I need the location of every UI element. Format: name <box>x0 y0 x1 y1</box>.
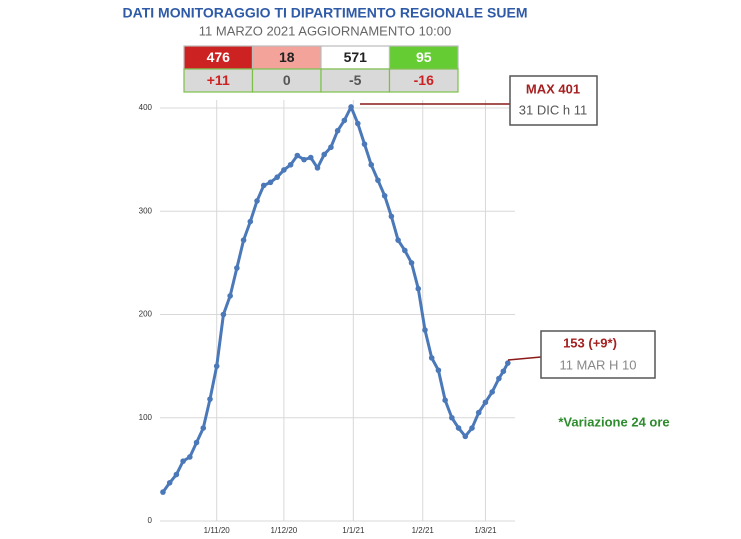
table-value: 18 <box>279 49 295 65</box>
data-point <box>442 397 448 403</box>
plot-area: 0 100 200 300 400 1/11/20 1/12/20 1/1/21 1/2/21 1… <box>139 100 515 535</box>
data-point <box>428 355 435 361</box>
data-point <box>469 425 475 431</box>
data-point <box>173 471 180 478</box>
data-point <box>334 127 341 134</box>
data-point <box>408 260 415 266</box>
last-box <box>540 330 656 379</box>
last-date: 11 MAR H 10 <box>559 357 636 372</box>
data-point <box>388 213 395 220</box>
table-value: 476 <box>207 49 231 65</box>
data-point <box>260 182 267 189</box>
data-point <box>381 192 388 199</box>
data-point <box>500 368 507 375</box>
data-point <box>307 154 314 161</box>
y-tick-label: 0 <box>148 516 153 525</box>
x-tick-label: 1/11/20 <box>204 526 231 535</box>
max-box <box>509 75 598 126</box>
max-date: 31 DIC h 11 <box>519 102 587 117</box>
table-value: 95 <box>416 49 432 65</box>
data-point <box>247 218 254 225</box>
data-point <box>207 396 213 402</box>
data-point <box>200 425 207 431</box>
data-point <box>455 425 462 431</box>
data-point <box>321 151 328 158</box>
data-point <box>348 104 354 110</box>
data-point <box>328 144 334 151</box>
data-point <box>294 152 301 159</box>
note: *Variazione 24 ore <box>558 414 669 429</box>
x-tick-label: 1/3/21 <box>474 526 497 535</box>
data-point <box>496 375 502 382</box>
table-value: 0 <box>283 72 291 88</box>
data-point <box>395 237 401 243</box>
data-point <box>361 141 368 147</box>
last-label: 153 (+9*) <box>563 335 617 350</box>
chart-title: DATI MONITORAGGIO TI DIPARTIMENTO REGION… <box>123 5 528 21</box>
data-point <box>213 363 220 369</box>
data-point <box>449 414 455 421</box>
data-point <box>227 293 233 299</box>
data-point <box>254 198 260 204</box>
data-point <box>422 327 428 333</box>
x-tick-label: 1/1/21 <box>342 526 365 535</box>
table-value: -5 <box>349 72 362 88</box>
data-point <box>267 179 274 186</box>
data-point <box>475 409 482 416</box>
x-tick-label: 1/2/21 <box>412 526 435 535</box>
summary-table: 476 18 571 95 +11 0 -5 -16 <box>183 45 459 93</box>
data-point <box>402 247 408 254</box>
data-point <box>240 237 247 243</box>
y-tick-label: 100 <box>139 413 153 422</box>
y-tick-label: 200 <box>139 310 153 319</box>
data-point <box>281 167 287 173</box>
data-point <box>415 285 422 292</box>
data-point <box>287 161 294 168</box>
data-point <box>220 311 227 318</box>
data-point <box>341 117 348 124</box>
data-point <box>368 161 375 168</box>
series-line <box>161 105 510 493</box>
data-point <box>505 360 511 366</box>
data-point <box>234 265 240 271</box>
y-tick-label: 300 <box>139 206 153 215</box>
x-tick-label: 1/12/20 <box>271 526 298 535</box>
data-point <box>482 399 489 406</box>
data-point <box>187 454 193 460</box>
data-point <box>354 120 361 127</box>
data-point <box>462 433 469 440</box>
data-point <box>375 177 381 184</box>
table-cell <box>388 68 459 93</box>
data-point <box>193 439 200 446</box>
last-connector <box>507 356 542 361</box>
table-value: -16 <box>414 72 434 88</box>
data-point <box>435 367 442 374</box>
data-point <box>274 174 280 180</box>
data-point <box>301 156 307 163</box>
chart-subtitle: 11 MARZO 2021 AGGIORNAMENTO 10:00 <box>199 23 451 38</box>
data-point <box>160 489 166 495</box>
data-point <box>180 458 186 464</box>
max-label: MAX 401 <box>526 81 580 96</box>
data-point <box>489 389 495 395</box>
table-value: +11 <box>207 72 230 88</box>
y-tick-label: 400 <box>139 103 153 112</box>
table-value: 571 <box>344 49 368 65</box>
data-point <box>166 479 173 486</box>
data-point <box>314 165 321 171</box>
